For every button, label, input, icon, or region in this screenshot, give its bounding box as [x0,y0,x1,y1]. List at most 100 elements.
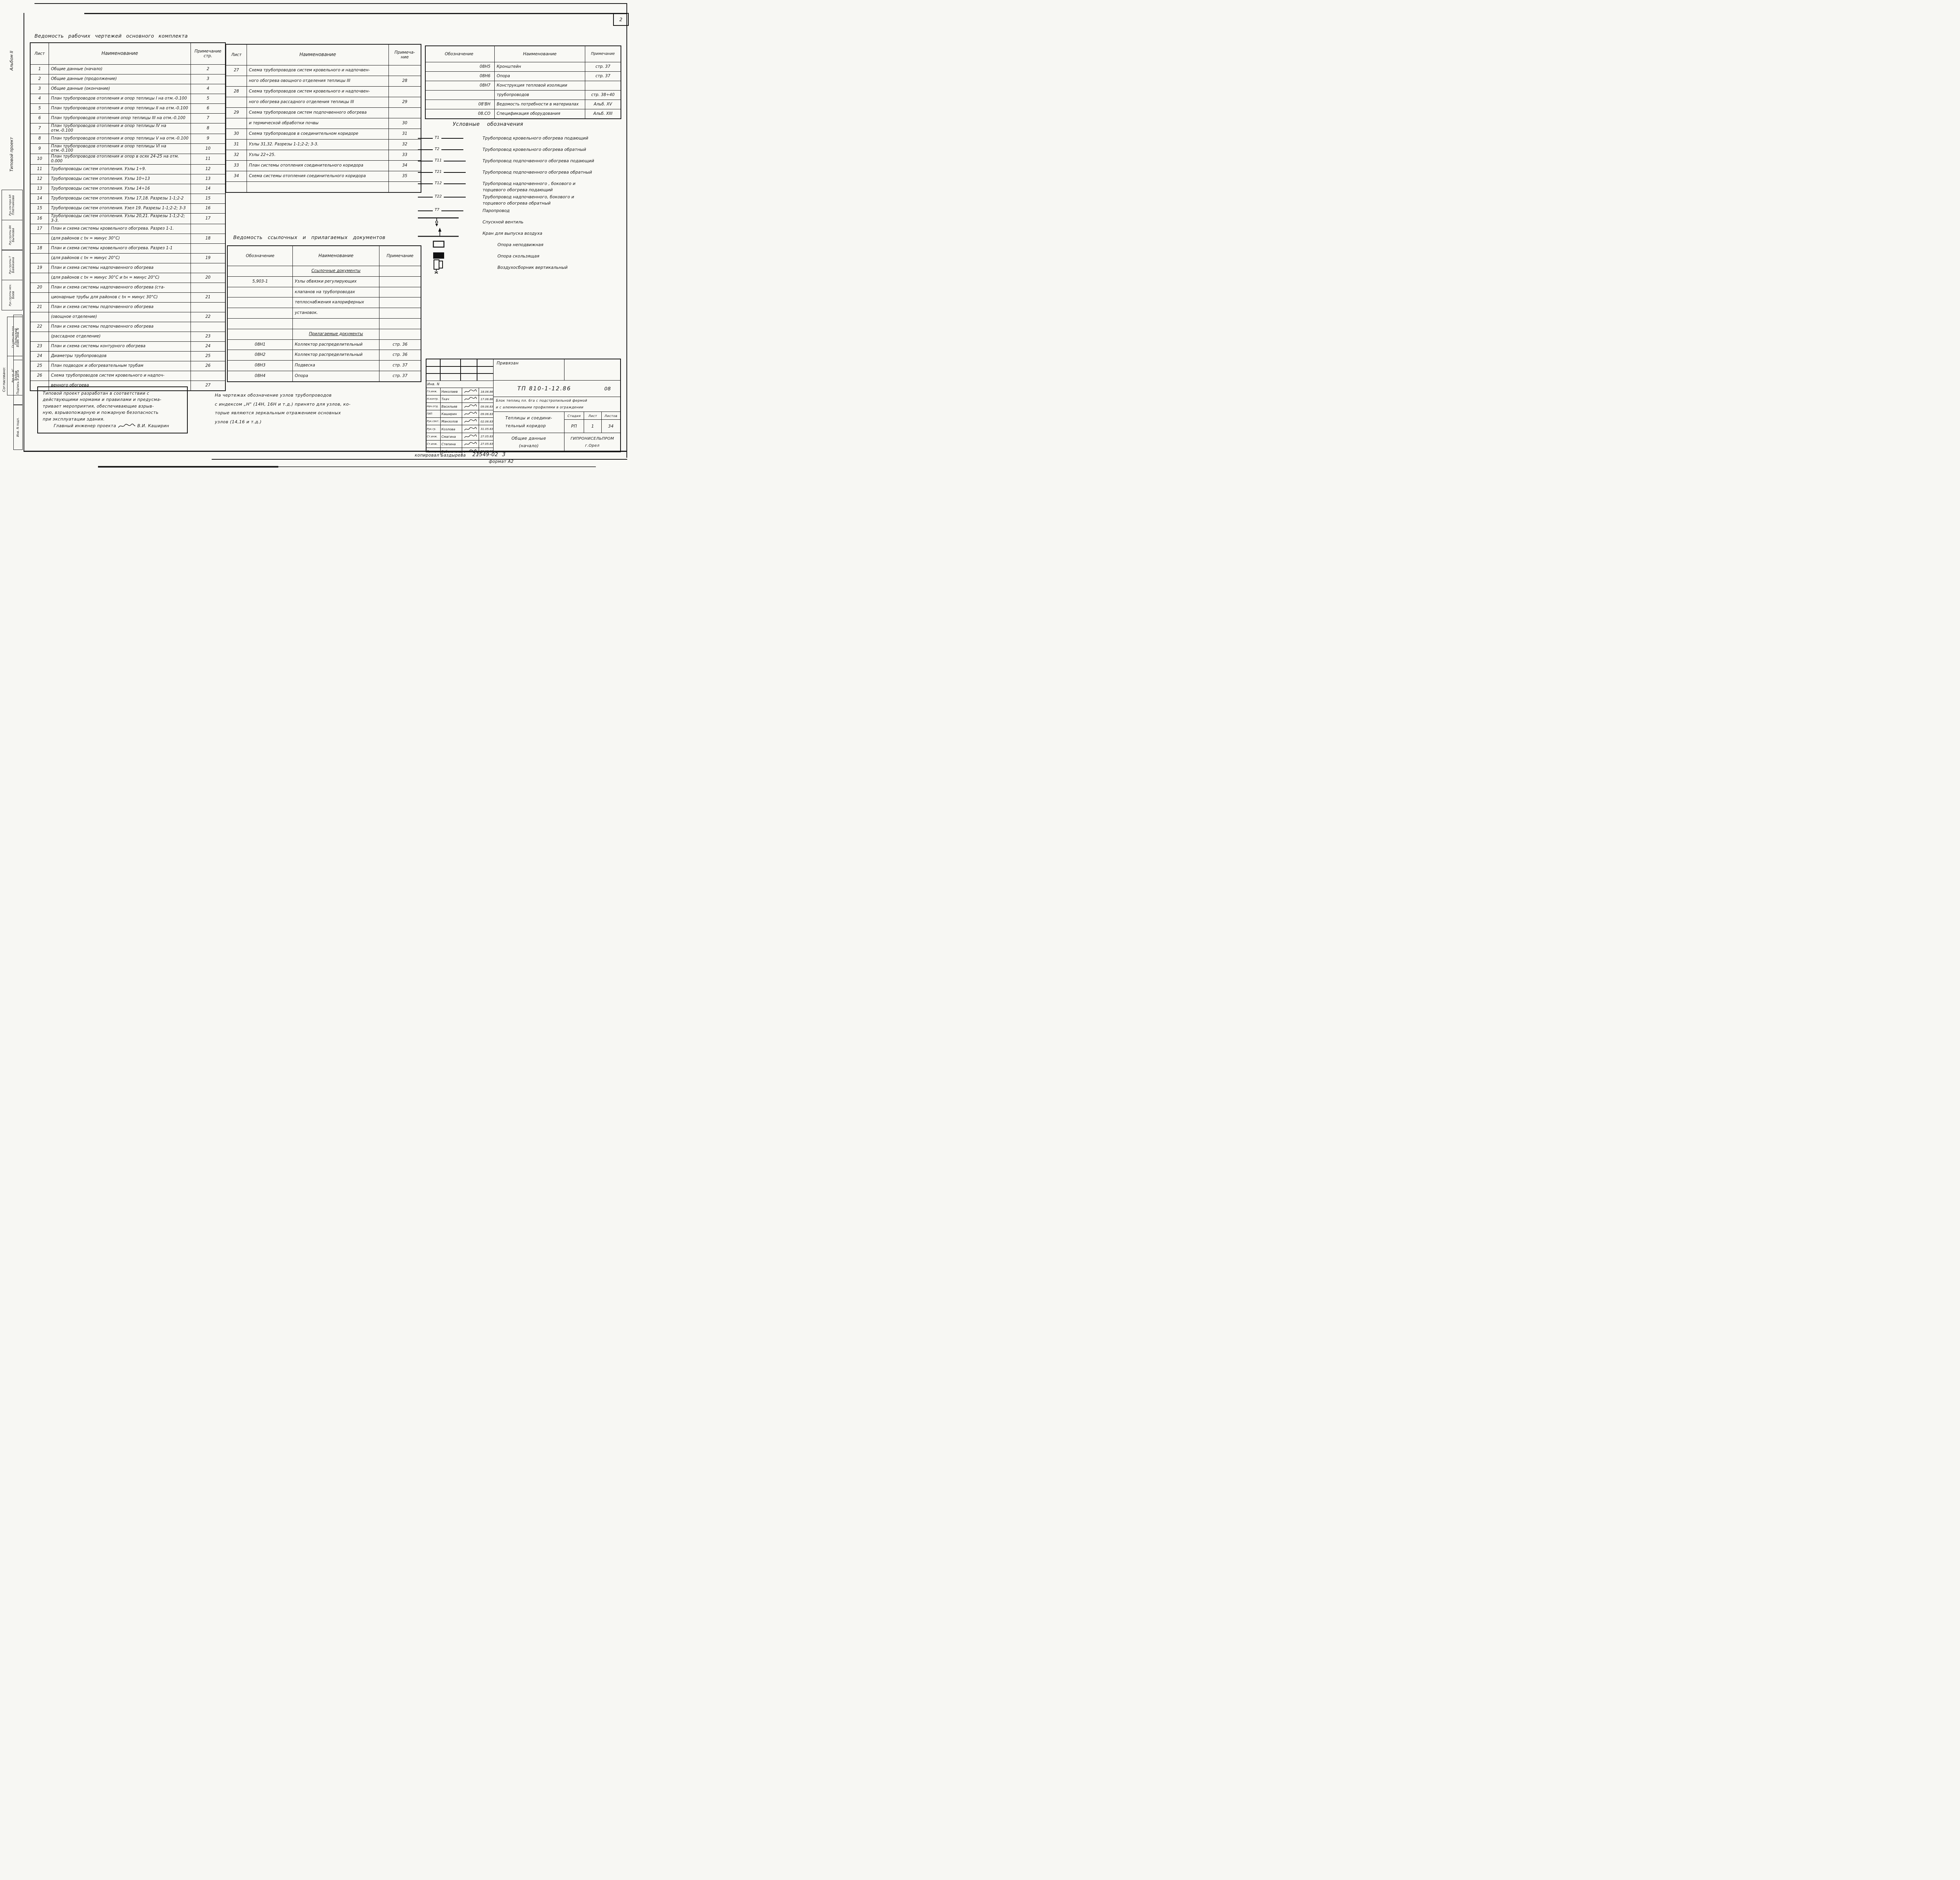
sheet-number-cell: 3 [38,86,41,91]
sheet-name-cell: План трубопроводов отопления и опор тепл… [49,123,191,134]
doc-number: ТП 810-1-12.86 [517,385,572,392]
legend-label: Паропровод [483,208,510,213]
note-box-text: Типовой проект разработан в соответствии… [43,391,162,422]
doc-note-cell [379,308,421,318]
drawing-sheet: 2 Ведомость рабочих чертежей основного к… [0,0,630,470]
sheet-note-cell: 20 [191,273,225,283]
sidebar-name: Боев [11,291,15,299]
sheet-name-cell: Трубопроводы систем отопления. Узлы 17,1… [49,194,191,203]
sheet-note-cell: 26 [191,361,225,371]
page-number-box: 2 [613,13,629,26]
sheet-note-cell: 16 [191,203,225,213]
stage-value: РП [564,420,584,433]
sheet-note-cell: 22 [191,312,225,322]
doc-note-cell [379,287,421,297]
doc-note-cell: стр. 37 [379,361,421,371]
sheet-number-cell: 9 [38,146,41,151]
legend-label: Трубопровод надпочвенного, бокового и то… [483,194,574,206]
table-row: 31 Узлы 31,32. Разрезы 1-1;2-2; 3-3. 32 [226,139,421,150]
sidebar-signature-grid-1: Рук.сектора ЭЛ Плетникова Рук.группы ВК … [2,190,23,310]
archive-number-block: 21549-02 3 [472,451,506,458]
sheet-number-cell: 12 [37,176,42,181]
legend-symbol [418,240,497,249]
parts-table: Обозначение Наименование Примечание 08Н5… [425,45,621,119]
table-row: ного обогрева овощного отделения теплицы… [226,76,421,86]
signer-role: ГИП [427,412,432,416]
sheet-note-cell: 12 [191,164,225,174]
doc-note-cell [379,266,421,276]
frame-attribute-cell: Инв. N подл. [13,404,23,450]
table-row: 16 Трубопроводы систем отопления. Узлы 2… [31,213,225,224]
ref-docs-title: Ведомость ссылочных и прилагаемых докуме… [233,234,386,240]
signature-row: Нач.отд. Васильев 09.06.83 [426,402,493,410]
sheet-number-cell [31,312,49,322]
working-drawings-table-2: Лист Наименование Примеча- ние 27 Схема … [225,44,421,193]
sheet-note-cell [191,322,225,332]
table-row: 08Н3 Подвеска стр. 37 [228,360,421,371]
frame-bottom-line [24,451,627,452]
sheet-note-cell: 6 [191,104,225,113]
scan-edge-bar [98,466,278,468]
sheet-name-cell: Трубопроводы систем отопления. Узел 19. … [49,203,191,213]
signer-name: Васильев [440,403,462,410]
signature-row: Гл.инж. Николаев 18.06.86 [426,388,493,395]
table-row: клапанов на трубопроводах [228,286,421,297]
legend-item: Опора неподвижная [418,240,627,252]
project-label: Типовой проект [9,137,14,172]
sheet-note-cell [191,371,225,381]
signer-role: Нач.отд. [427,405,439,408]
sidebar-name: Бычкова [11,228,15,242]
col-header-note: Примечание [379,246,421,266]
legend-item: Т12 [418,179,627,193]
table-row: 5,903-1 Узлы обвязки регулирующих [228,276,421,287]
doc-code-cell: 5,903-1 [252,279,268,284]
pipeline-line-icon: Т21 [418,170,466,175]
doc-name-cell: Подвеска [292,361,379,371]
signature-date: 09.06.83 [479,403,495,410]
sheet-name-cell: и термической обработки почвы [247,118,388,129]
doc-note-cell [379,276,421,287]
doc-name-cell: Ссылочные документы [292,266,379,276]
sheet-number-cell: 31 [234,142,239,147]
col-header-note: Примечание [585,46,621,62]
table-body: 27 Схема трубопроводов систем кровельног… [226,65,421,192]
sheet-note-cell [191,243,225,253]
units-note: На чертежах обозначение узлов трубопрово… [215,393,351,424]
table-row: 1 Общие данные (начало) 2 [31,64,225,74]
signer-name: Степина [440,440,462,448]
legend-symbol: Т21 [418,168,483,177]
working-drawings-table-1: Лист Наименование Примечание стр. 1 Общи… [30,42,226,391]
signature-date: 18.06.86 [479,388,495,395]
sheet-name-cell: Схема трубопроводов систем кровельного и… [247,65,388,76]
doc-note-cell: стр. 36 [379,350,421,361]
copied-by: копировал Баздырева [415,453,466,458]
sheet-number-cell: 24 [37,353,42,358]
signature [118,424,136,428]
sheet-note-cell: 33 [388,150,421,160]
page-number: 2 [619,16,623,22]
signer-name: Заболотская [440,448,462,455]
table-row: 28 Схема трубопроводов систем кровельног… [226,86,421,97]
table-row: Ссылочные документы [228,266,421,276]
part-name-cell: Ведомость потребности в материалах [494,100,585,109]
signer-role: Рук.сект. [427,420,439,423]
legend-symbol: Т12 [418,179,483,188]
sheet-number-cell: 2 [38,76,41,82]
sheet-name-cell: Трубопроводы систем отопления. Узлы 10÷1… [49,174,191,184]
legend-symbol: Т1 [418,134,483,143]
sheet-name-cell: (для районов с tн = минус 30°С и tн = ми… [49,273,191,283]
section-name: Теплицы и соедини- тельный коридор [493,412,564,433]
legend-symbol: Т22 [418,193,483,201]
linked-cell: Привязан [493,359,564,381]
col-header-code: Обозначение [445,51,474,56]
doc-code-cell: 08Н4 [254,373,266,378]
signer-role: Ст.инж. [427,442,438,446]
sheet-note-cell [191,302,225,312]
signature [462,388,479,395]
doc-code-cell [228,308,292,318]
legend-symbol: Т7 [418,207,483,215]
sheet-number-cell: 33 [234,163,239,168]
sheet-name-cell: ного обогрева овощного отделения теплицы… [247,76,388,86]
table-row: теплоснабжения калориферных [228,297,421,308]
signature-row: Ст.инж. Смагина 27.05.83 [426,432,493,440]
